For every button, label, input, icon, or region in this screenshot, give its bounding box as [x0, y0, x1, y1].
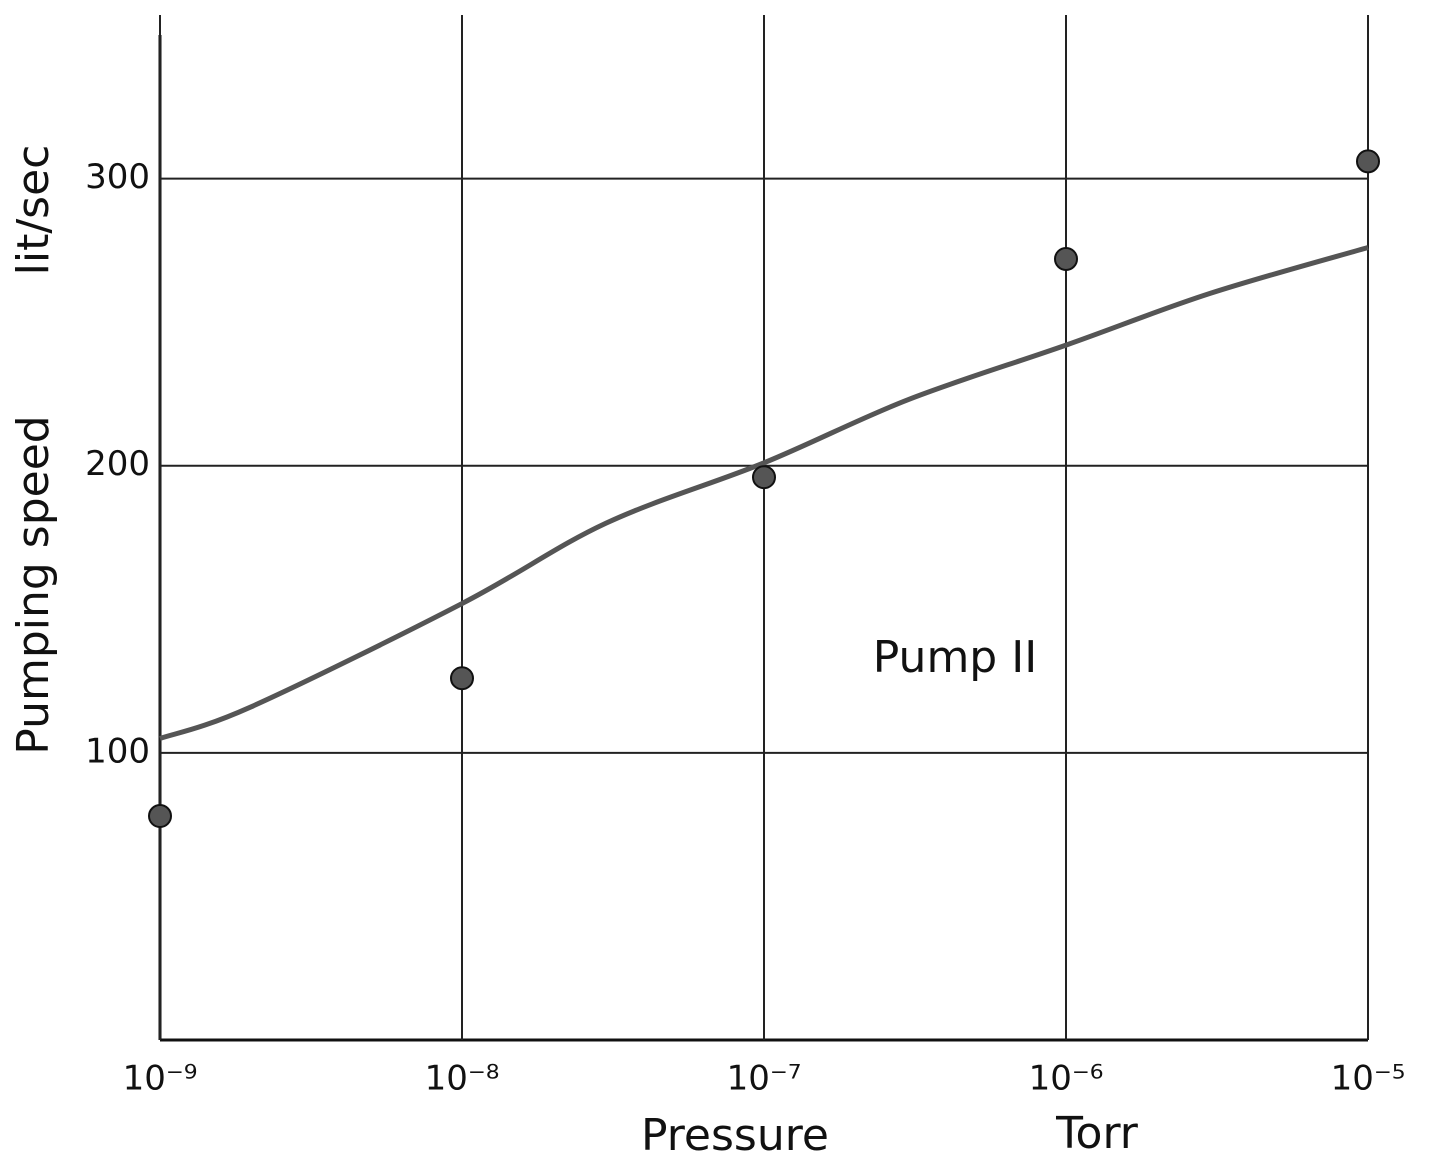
x-axis-unit: Torr: [1055, 1108, 1139, 1159]
annotation: Pump II: [873, 632, 1037, 683]
y-axis-label: Pumping speed: [8, 415, 59, 754]
y-axis-unit: lit/sec: [8, 145, 59, 276]
x-tick-label: 10⁻⁷: [727, 1059, 802, 1099]
y-tick-label: 100: [85, 731, 150, 771]
x-tick-label: 10⁻⁶: [1029, 1059, 1104, 1099]
y-tick-label: 200: [85, 444, 150, 484]
point: [752, 465, 776, 490]
point: [450, 666, 474, 691]
y-tick-label: 300: [85, 157, 150, 197]
point: [1054, 246, 1078, 271]
x-axis-label: Pressure: [641, 1110, 829, 1161]
point: [148, 804, 172, 829]
x-tick-label: 10⁻⁹: [123, 1059, 198, 1099]
curve: [159, 245, 1369, 741]
x-tick-label: 10⁻⁸: [425, 1059, 500, 1099]
x-tick-label: 10⁻⁵: [1331, 1059, 1406, 1099]
point: [1356, 149, 1380, 174]
